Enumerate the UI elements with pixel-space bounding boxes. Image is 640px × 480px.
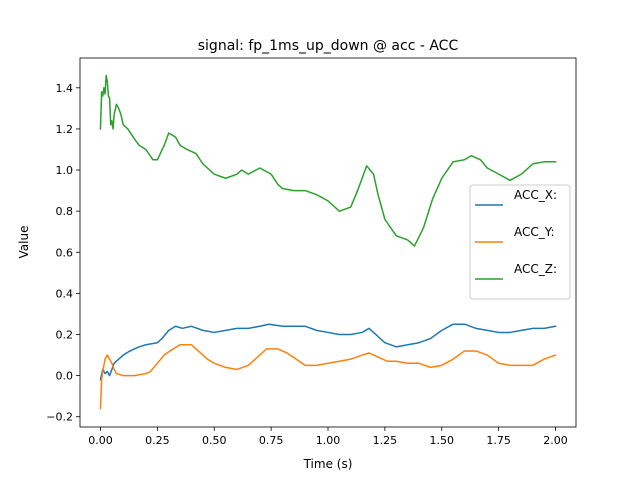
y-tick-label: −0.2 <box>46 411 73 424</box>
legend-label: ACC_Y: <box>514 225 555 239</box>
x-tick-label: 0.50 <box>202 434 227 447</box>
y-tick-label: 0.2 <box>56 328 74 341</box>
x-tick-label: 2.00 <box>543 434 568 447</box>
series-layer <box>99 74 557 410</box>
x-tick-label: 0.25 <box>145 434 170 447</box>
x-tick-label: 1.50 <box>430 434 455 447</box>
y-tick-label: 1.4 <box>56 82 74 95</box>
legend: ACC_X: ACC_Y: ACC_Z: <box>469 184 571 300</box>
legend-box <box>469 184 571 300</box>
x-axis: 0.00 0.25 0.50 0.75 1.00 1.25 1.50 1.75 2.00 <box>88 427 568 447</box>
y-tick-label: 1.2 <box>56 123 74 136</box>
y-tick-label: 0.4 <box>56 287 74 300</box>
y-tick-label: 0.6 <box>56 246 74 259</box>
y-axis-label: Value <box>17 226 31 259</box>
legend-label: ACC_X: <box>514 188 557 202</box>
x-tick-label: 1.75 <box>486 434 511 447</box>
series-line-accx <box>99 323 557 381</box>
y-tick-label: 0.8 <box>56 205 74 218</box>
chart-title: signal: fp_1ms_up_down @ acc - ACC <box>198 38 459 54</box>
x-axis-label: Time (s) <box>303 457 353 471</box>
series-line-accz <box>99 74 557 247</box>
y-tick-label: 0.0 <box>56 370 74 383</box>
legend-label: ACC_Z: <box>514 262 557 276</box>
x-tick-label: 0.00 <box>88 434 113 447</box>
series-line-accy <box>99 344 557 410</box>
x-tick-label: 1.00 <box>316 434 341 447</box>
x-tick-label: 0.75 <box>259 434 284 447</box>
y-axis: −0.2 0.0 0.2 0.4 0.6 0.8 1.0 1.2 1.4 <box>46 82 80 424</box>
y-tick-label: 1.0 <box>56 164 74 177</box>
x-tick-label: 1.25 <box>373 434 398 447</box>
